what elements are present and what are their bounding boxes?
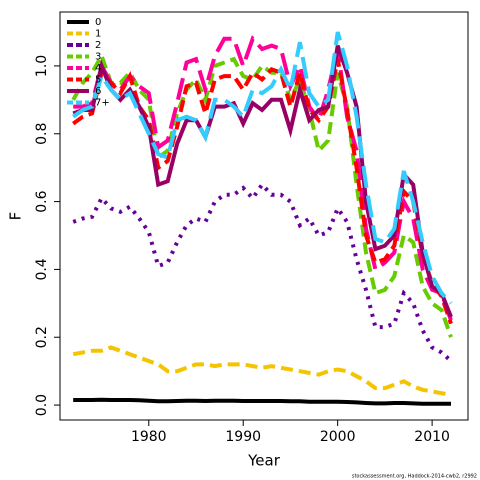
legend-label: 6 xyxy=(95,86,101,97)
series-line xyxy=(72,31,453,305)
series-line xyxy=(72,44,453,318)
legend-label: 4 xyxy=(95,63,101,74)
y-axis-label: F xyxy=(7,212,25,221)
x-axis-label: Year xyxy=(247,452,281,470)
x-tick-label: 2010 xyxy=(414,429,450,445)
y-tick-label: 0.8 xyxy=(34,123,50,145)
y-tick-label: 0.2 xyxy=(34,326,50,348)
plot-frame xyxy=(59,11,469,421)
legend-label: 3 xyxy=(95,52,101,63)
legend-label: 1 xyxy=(95,29,101,40)
y-tick-label: 1.0 xyxy=(34,55,50,77)
series-line xyxy=(72,345,452,397)
x-tick-label: 1980 xyxy=(131,429,167,445)
series-line xyxy=(73,397,451,406)
footnote: stockassessment.org, Haddock-2014-cwb2, … xyxy=(352,474,477,480)
y-tick-label: 0.6 xyxy=(34,190,50,212)
series-line xyxy=(71,50,453,338)
y-tick-label: 0.4 xyxy=(34,258,50,280)
x-tick-label: 1990 xyxy=(225,429,261,445)
y-tick-label: 0.0 xyxy=(34,394,50,416)
x-tick-label: 2000 xyxy=(320,429,356,445)
legend-label: 2 xyxy=(95,40,101,51)
series-line xyxy=(73,34,453,321)
series-line xyxy=(72,58,453,325)
legend-label: 5 xyxy=(95,75,101,86)
legend-label: 7+ xyxy=(95,98,110,109)
legend-label: 0 xyxy=(95,17,101,28)
